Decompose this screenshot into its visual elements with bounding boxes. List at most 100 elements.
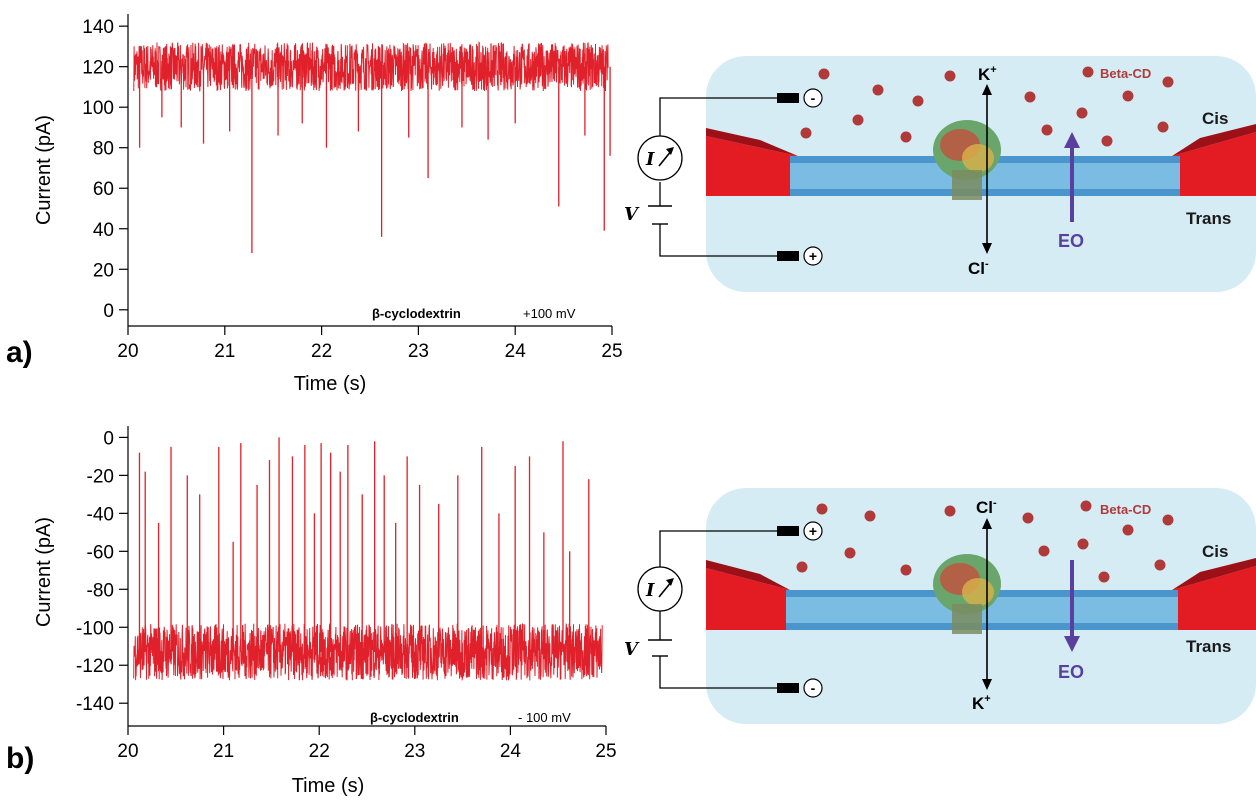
diagram-b-ion-up-arrowhead <box>982 518 992 529</box>
beta-cd-molecule <box>844 547 856 559</box>
chart-b-y-tick-label: -20 <box>87 466 114 487</box>
chart-b-y-tick-label: -80 <box>87 580 114 601</box>
diagram-a-ion-down-arrowhead <box>982 243 992 254</box>
beta-cd-molecule <box>1077 538 1089 550</box>
diagram-a-eo-label: EO <box>1058 231 1084 251</box>
beta-cd-molecule <box>872 84 884 96</box>
diagram-b-ion-down-label: K+ <box>972 693 991 713</box>
diagram-a-ammeter <box>637 135 683 181</box>
diagram-a-bilayer-lower-heads <box>790 189 1180 196</box>
chart-b-voltage-annotation: - 100 mV <box>518 710 571 725</box>
beta-cd-molecule <box>864 510 876 522</box>
diagram-b: Cl- K+ EO Beta-CD Cis Trans I V + - <box>624 488 1256 724</box>
beta-cd-molecule <box>818 68 830 80</box>
chart-b: 0 -20 -40 -60 -80 -100 -120 -140 20 21 22 23 24 25 T… <box>6 426 617 797</box>
chart-b-molecule-annotation: β-cyclodextrin <box>370 710 459 725</box>
chart-b-x-tick-label: 25 <box>595 741 616 762</box>
diagram-b-cis-label: Cis <box>1202 542 1228 561</box>
diagram-b-eo-label: EO <box>1058 662 1084 682</box>
diagram-a-voltage-label: V <box>624 204 640 225</box>
chart-a-y-axis-label: Current (pA) <box>33 115 55 225</box>
chart-b-series-trace <box>133 623 603 681</box>
diagram-a-ion-up-label: K+ <box>978 64 997 84</box>
diagram-a-trans-label: Trans <box>1186 209 1231 228</box>
diagram-a-protein-pore <box>933 120 1001 200</box>
diagram-a-bottom-terminal-sign: + <box>809 248 817 264</box>
chart-a-x-tick-label: 24 <box>505 341 527 362</box>
chart-a-y-tick-label: 80 <box>93 139 114 160</box>
chart-b-x-axis-label: Time (s) <box>292 775 365 797</box>
chart-b-x-tick-label: 24 <box>500 741 522 762</box>
chart-a-x-tick-label: 25 <box>601 341 622 362</box>
chart-b-x-tick-label: 20 <box>117 741 138 762</box>
beta-cd-molecule <box>1162 76 1174 88</box>
diagram-b-top-electrode <box>777 526 799 536</box>
chart-b-x-ticks: 20 21 22 23 24 25 <box>117 726 617 762</box>
beta-cd-molecule <box>1041 124 1053 136</box>
chart-a-y-ticks: 0 20 40 60 80 100 120 140 <box>82 17 128 322</box>
chart-b-x-tick-label: 21 <box>213 741 234 762</box>
diagram-b-ion-down-arrowhead <box>982 679 992 690</box>
chart-b-y-tick-label: -140 <box>76 694 114 715</box>
chart-b-y-tick-label: -60 <box>87 542 114 563</box>
diagram-b-eo-arrowhead <box>1064 636 1080 652</box>
diagram-b-bottom-terminal-sign: - <box>811 680 816 696</box>
beta-cd-molecule <box>1122 524 1134 536</box>
chart-a-x-tick-label: 23 <box>408 341 429 362</box>
chart-a-y-tick-label: 0 <box>103 301 114 322</box>
diagram-a-top-terminal <box>803 88 823 108</box>
diagram-a-molecules <box>800 66 1174 147</box>
diagram-a-right-support <box>1172 132 1256 196</box>
beta-cd-molecule <box>816 503 828 515</box>
beta-cd-molecule <box>796 561 808 573</box>
chart-b-y-axis-label: Current (pA) <box>33 517 55 627</box>
beta-cd-molecule <box>1157 121 1169 133</box>
beta-cd-molecule <box>1024 91 1036 103</box>
chart-b-y-ticks: 0 -20 -40 -60 -80 -100 -120 -140 <box>76 428 128 715</box>
chart-b-x-tick-label: 22 <box>309 741 330 762</box>
chart-a-x-ticks: 20 21 22 23 24 25 <box>117 326 623 362</box>
beta-cd-molecule <box>1080 500 1092 512</box>
diagram-a-top-electrode <box>777 93 799 103</box>
chart-a-panel-label: a) <box>6 336 33 369</box>
beta-cd-molecule <box>1076 107 1088 119</box>
diagram-a-circuit: I V - + <box>624 88 823 266</box>
beta-cd-molecule <box>900 564 912 576</box>
diagram-b-ion-up-label: Cl- <box>976 497 997 517</box>
beta-cd-molecule <box>944 70 956 82</box>
chart-b-y-tick-label: 0 <box>103 428 114 449</box>
diagram-a-ammeter-label: I <box>645 149 655 170</box>
beta-cd-molecule <box>1038 545 1050 557</box>
chart-b-y-tick-label: -40 <box>87 504 114 525</box>
diagram-a-top-terminal-sign: - <box>811 90 816 106</box>
diagram-b-trans-label: Trans <box>1186 637 1231 656</box>
diagram-b-left-support-top <box>706 560 790 590</box>
beta-cd-molecule <box>1154 559 1166 571</box>
chart-a-voltage-annotation: +100 mV <box>523 306 576 321</box>
chart-a-y-tick-label: 40 <box>93 220 114 241</box>
chart-a-y-tick-label: 60 <box>93 179 114 200</box>
diagram-b-top-terminal <box>803 521 823 541</box>
diagram-a-ion-down-label: Cl- <box>968 258 989 278</box>
diagram-b-top-terminal-sign: + <box>809 523 817 539</box>
diagram-a-bottom-terminal <box>803 246 823 266</box>
diagram-b-bottom-terminal <box>803 678 823 698</box>
beta-cd-molecule <box>1022 512 1034 524</box>
chart-a-y-tick-label: 20 <box>93 260 114 281</box>
beta-cd-molecule <box>1098 571 1110 583</box>
beta-cd-molecule <box>1162 514 1174 526</box>
chart-a-x-tick-label: 22 <box>311 341 332 362</box>
diagram-b-left-support <box>706 568 790 630</box>
diagram-b-protein-pore <box>933 554 1001 634</box>
beta-cd-molecule <box>900 131 912 143</box>
diagram-a-ion-up-arrowhead <box>982 84 992 95</box>
chart-a-molecule-annotation: β-cyclodextrin <box>372 306 461 321</box>
chart-b-plot-area <box>133 437 603 681</box>
diagram-b-voltage-label: V <box>624 639 640 660</box>
diagram-b-right-support <box>1172 566 1256 630</box>
beta-cd-molecule <box>1082 66 1094 78</box>
diagram-a-eo-arrowhead <box>1064 132 1080 148</box>
diagram-a-right-support-top <box>1172 124 1256 156</box>
beta-cd-molecule <box>1122 90 1134 102</box>
